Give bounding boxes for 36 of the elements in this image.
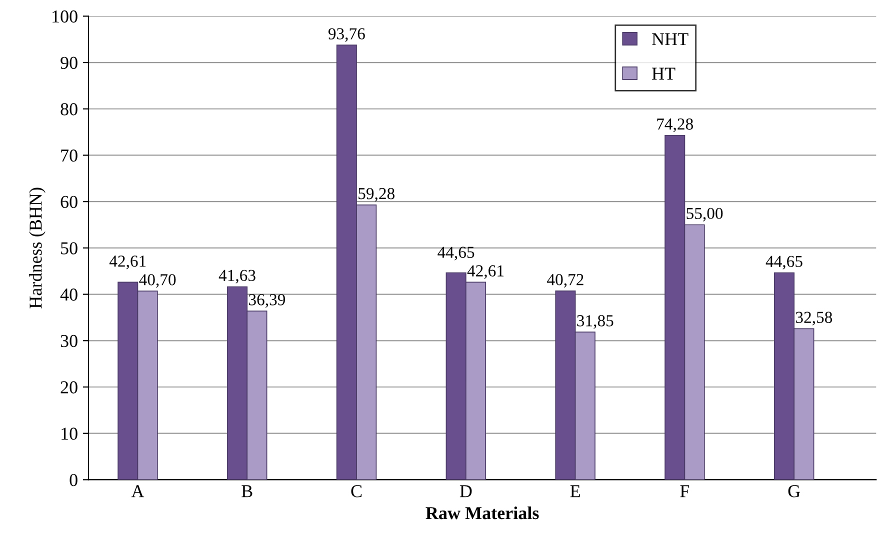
y-tick-label: 60 [60,196,78,208]
y-tick-label: 40 [60,288,78,301]
x-tick-label: D [460,485,472,498]
x-tick-label: F [680,485,690,498]
legend-label: NHT [652,33,688,46]
x-tick-label: A [131,485,144,498]
y-tick-label: 50 [61,242,78,254]
data-label: 44,65 [438,246,474,260]
y-tick-label: 30 [60,334,78,348]
data-label: 40,70 [139,274,176,288]
y-tick-label: 10 [62,428,78,440]
data-label: 41,63 [218,270,256,284]
legend-label: HT [652,68,676,80]
x-tick-label: G [788,485,800,498]
y-tick-label: 70 [61,149,78,162]
y-tick-label: 90 [60,56,78,69]
data-label: 42,61 [109,256,146,270]
y-tick-label: 80 [60,103,78,116]
data-label: 59,28 [358,188,394,202]
data-label: 32,58 [796,312,832,326]
y-tick-label: 100 [52,10,78,23]
data-label: 36,39 [249,294,286,308]
data-label: 31,85 [577,315,614,329]
data-label: 74,28 [657,118,693,132]
y-tick-label: 0 [70,474,78,486]
data-label: 44,65 [766,256,802,270]
x-tick-label: C [351,485,362,498]
y-tick-label: 20 [60,381,78,394]
data-label: 55,00 [686,208,723,222]
data-label: 42,61 [467,265,504,279]
x-axis-title: Raw Materials [426,506,539,520]
x-tick-label: E [570,485,580,498]
data-label: 40,72 [547,274,584,288]
y-axis-title: Hardness (BHN) [29,188,46,308]
data-label: 93,76 [328,28,365,42]
x-tick-label: B [242,485,252,498]
